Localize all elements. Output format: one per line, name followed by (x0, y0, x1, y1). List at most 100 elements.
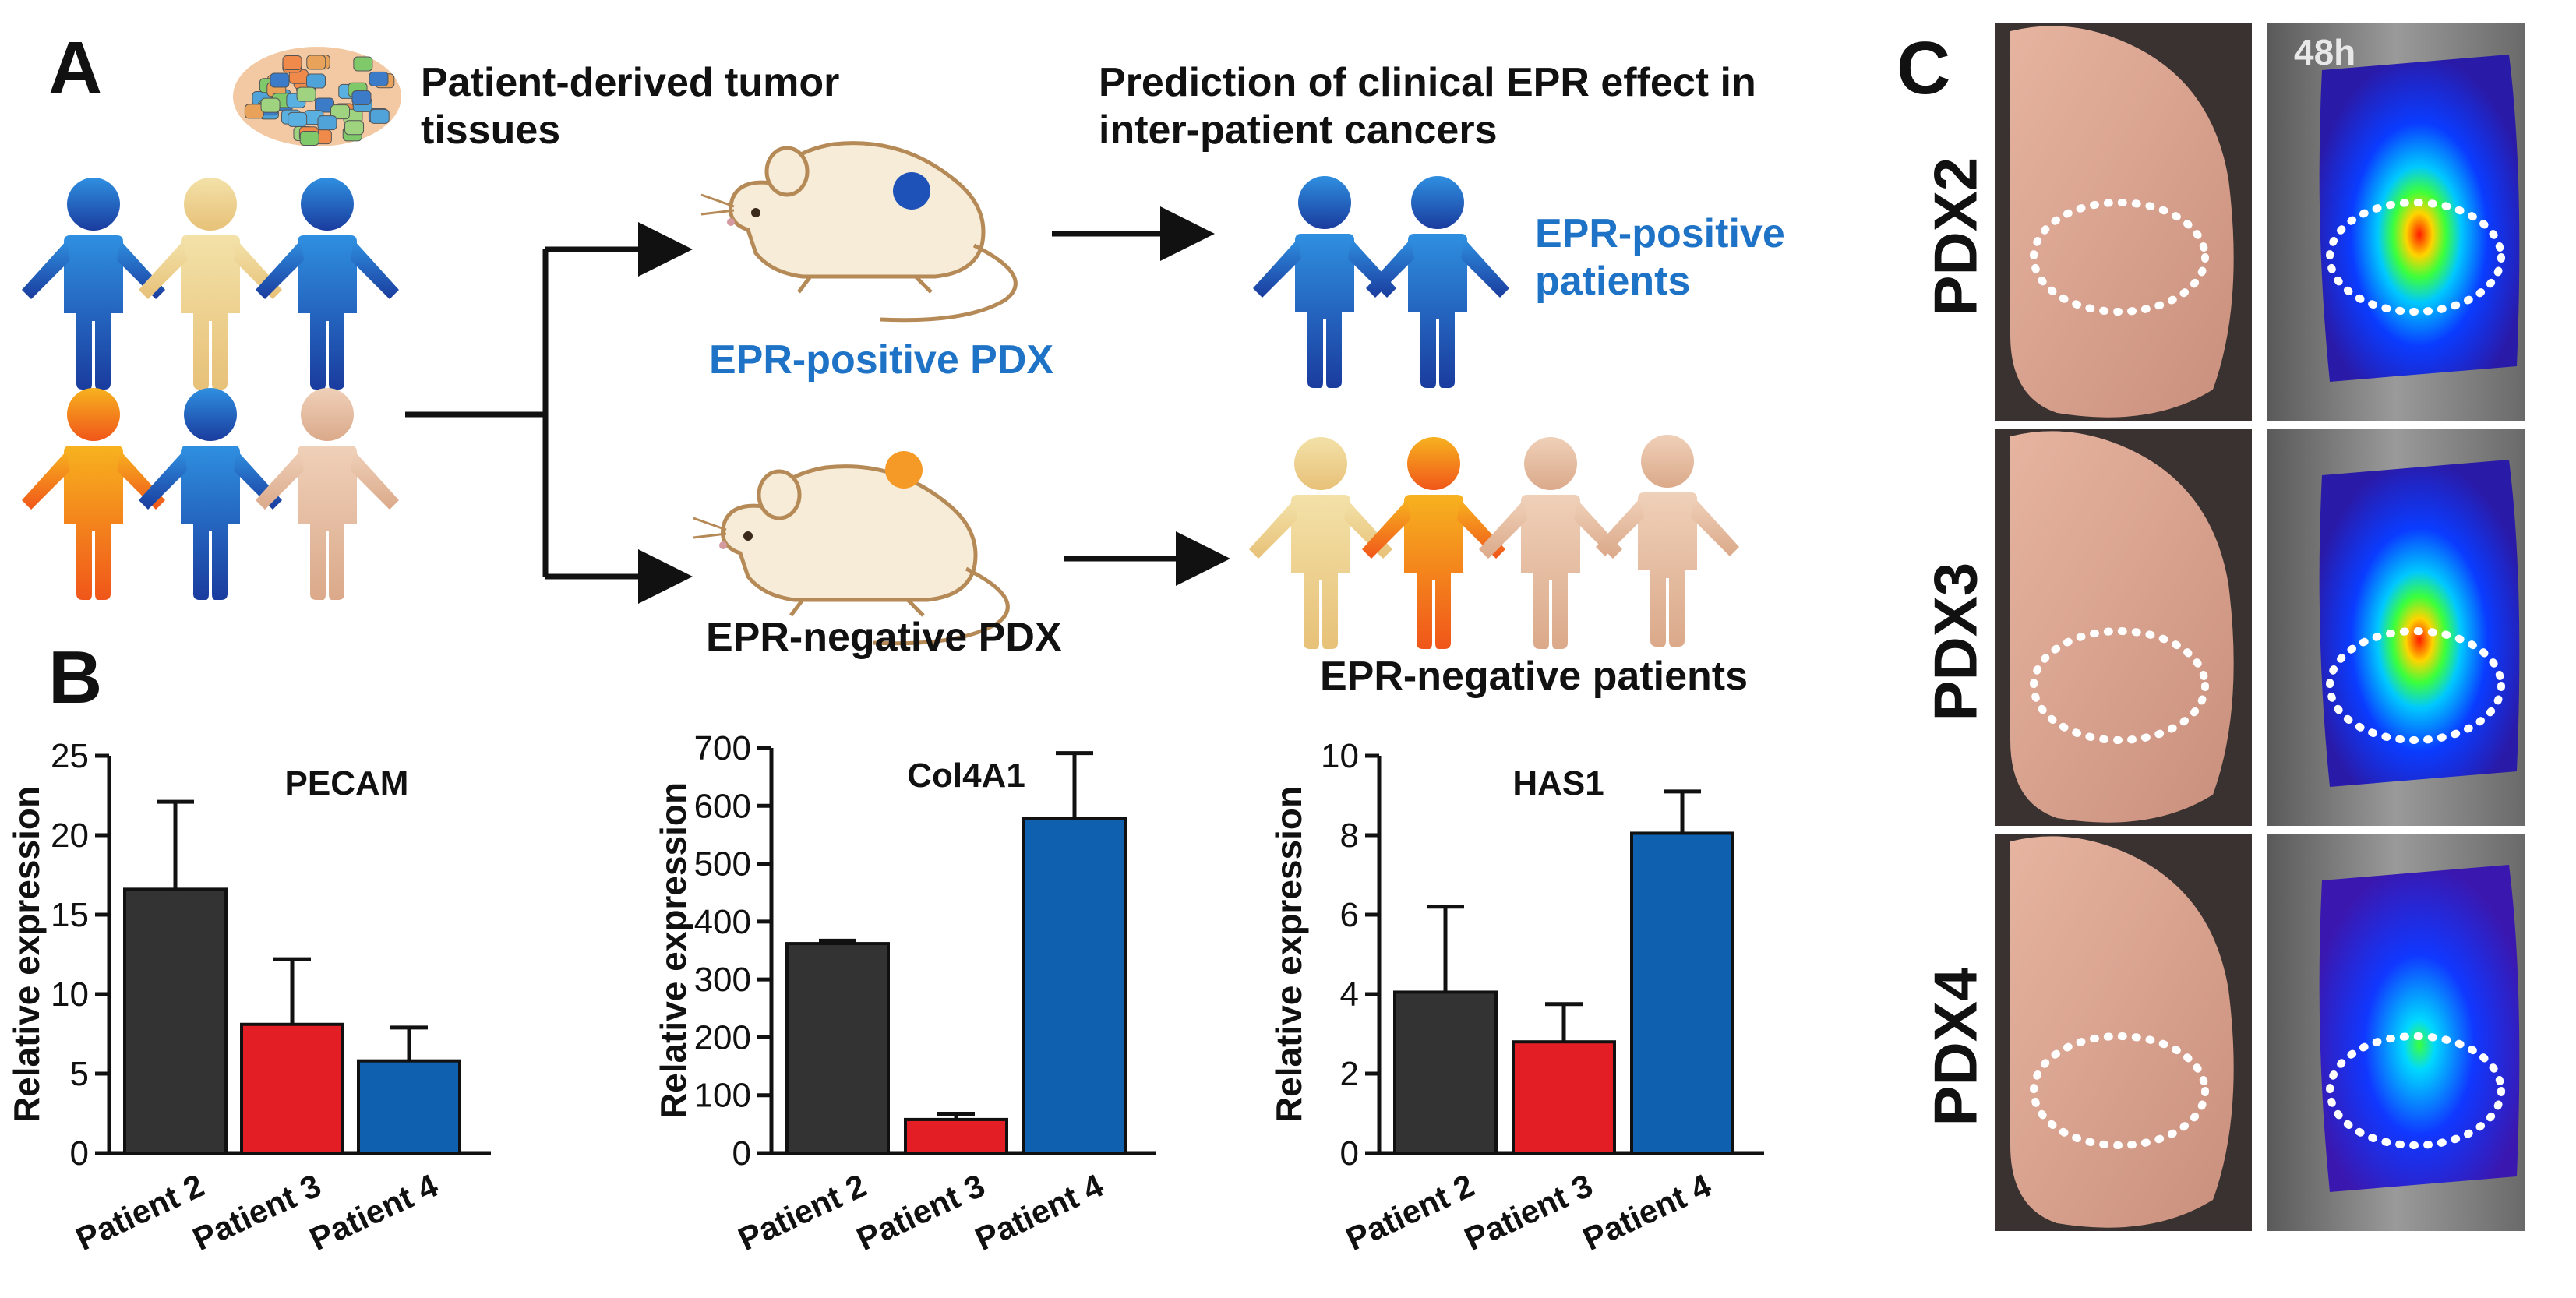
y-tick-label: 6 (1340, 896, 1359, 934)
prediction-label-line2: inter-patient cancers (1099, 108, 1498, 153)
tissue-label-line2: tissues (421, 108, 561, 153)
panel-label-b: B (48, 636, 103, 719)
y-axis-label: Relative expression (6, 786, 47, 1123)
tissue-cell (353, 56, 373, 72)
y-tick-label: 100 (694, 1077, 751, 1115)
tissue-label-line1: Patient-derived tumor (421, 60, 840, 105)
panel-c-imaging (1995, 23, 2525, 1231)
tumor-tissue-icon (233, 47, 401, 146)
y-tick-label: 400 (694, 903, 751, 941)
epr-negative-patients-label: EPR-negative patients (1320, 654, 1749, 699)
epr-negative-pdx-label: EPR-negative PDX (706, 615, 1062, 660)
tissue-cell (369, 71, 389, 86)
prediction-label-line1: Prediction of clinical EPR effect in (1099, 60, 1756, 105)
imaging-row (1995, 429, 2525, 826)
tissue-cell (330, 104, 351, 120)
epr-positive-patients-line1: EPR-positive (1535, 211, 1785, 256)
bar (1393, 990, 1498, 1155)
tumor-region-ring (2326, 199, 2505, 316)
timepoint-label: 48h (2294, 32, 2356, 72)
tissue-cell (282, 55, 302, 71)
panel-label-c: C (1897, 26, 1951, 110)
tumor-dot-negative (885, 451, 923, 489)
panel-label-a: A (48, 26, 103, 110)
x-tick-label: Patient 4 (1577, 1166, 1717, 1257)
x-tick-label: Patient 2 (70, 1167, 210, 1258)
person-peach (256, 388, 399, 600)
person-orange-negative (1362, 437, 1505, 649)
row-label-pdx3: PDX3 (1921, 562, 1990, 721)
x-tick-label: Patient 2 (732, 1167, 872, 1258)
bar (785, 942, 890, 1155)
y-axis-label: Relative expression (1269, 786, 1309, 1123)
y-tick-label: 4 (1340, 975, 1359, 1014)
y-tick-label: 700 (694, 729, 751, 767)
person-blue (256, 178, 399, 390)
y-tick-label: 300 (694, 961, 751, 999)
person-blue (139, 388, 282, 600)
person-peach-negative (1596, 435, 1739, 647)
x-tick-label: Patient 2 (1340, 1167, 1480, 1258)
tissue-cell (270, 72, 290, 88)
y-tick-label: 2 (1340, 1055, 1359, 1093)
tissue-cell (260, 97, 281, 113)
epr-positive-patients-line2: patients (1535, 259, 1691, 305)
y-tick-label: 0 (70, 1134, 89, 1173)
bar (1512, 1040, 1616, 1155)
mouse-body (2010, 26, 2234, 418)
tissue-cell (305, 73, 326, 89)
epr-positive-patients-label: EPR-positive patients (1535, 210, 1785, 306)
imaging-row (1995, 834, 2525, 1231)
prediction-label: Prediction of clinical EPR effect in int… (1099, 59, 1756, 155)
row-label-pdx4: PDX4 (1921, 967, 1990, 1127)
y-tick-label: 25 (51, 737, 89, 775)
mouse-epr-negative (693, 464, 1010, 646)
bar (357, 1059, 461, 1155)
imaging-row (1995, 23, 2525, 421)
bar (240, 1022, 344, 1155)
y-tick-label: 10 (51, 975, 89, 1014)
bar (1022, 817, 1127, 1155)
tissue-cell (296, 86, 316, 102)
person-peach-negative (1479, 437, 1622, 649)
x-tick-label: Patient 3 (851, 1167, 990, 1258)
chart-title: Col4A1 (907, 757, 1025, 795)
x-tick-label: Patient 4 (304, 1166, 443, 1257)
chart-title: PECAM (285, 764, 409, 802)
x-tick-label: Patient 4 (969, 1166, 1109, 1257)
tissue-cell (288, 111, 308, 127)
tissue-cell (306, 55, 326, 70)
tumor-region-ring (2030, 627, 2209, 744)
x-tick-label: Patient 3 (1459, 1167, 1598, 1258)
tissue-cell (317, 115, 337, 131)
mouse-epr-positive (700, 141, 1018, 323)
person-blue (22, 178, 165, 390)
fluorescence-signal (2319, 460, 2520, 787)
y-tick-label: 5 (70, 1055, 89, 1093)
tumor-dot-positive (893, 172, 930, 210)
tissue-cell (369, 108, 390, 124)
panel-a-diagram (22, 141, 1739, 649)
bar (1630, 831, 1734, 1155)
y-tick-label: 0 (1340, 1134, 1359, 1173)
tumor-region-ring (2326, 1032, 2505, 1149)
y-tick-label: 8 (1340, 817, 1359, 855)
tumor-region-ring (2030, 1032, 2209, 1149)
bar (904, 1117, 1008, 1155)
tumor-region-ring (2326, 627, 2505, 744)
y-tick-label: 10 (1321, 737, 1359, 775)
y-tick-label: 600 (694, 787, 751, 825)
y-axis-label: Relative expression (653, 782, 693, 1119)
person-orange (22, 388, 165, 600)
fluorescence-signal (2319, 865, 2520, 1192)
chart-title: HAS1 (1512, 764, 1604, 802)
tumor-region-ring (2030, 199, 2209, 316)
y-tick-label: 500 (694, 845, 751, 884)
tissue-cell (351, 90, 372, 105)
y-tick-label: 0 (732, 1134, 751, 1173)
y-tick-label: 15 (51, 896, 89, 934)
y-tick-label: 200 (694, 1018, 751, 1056)
